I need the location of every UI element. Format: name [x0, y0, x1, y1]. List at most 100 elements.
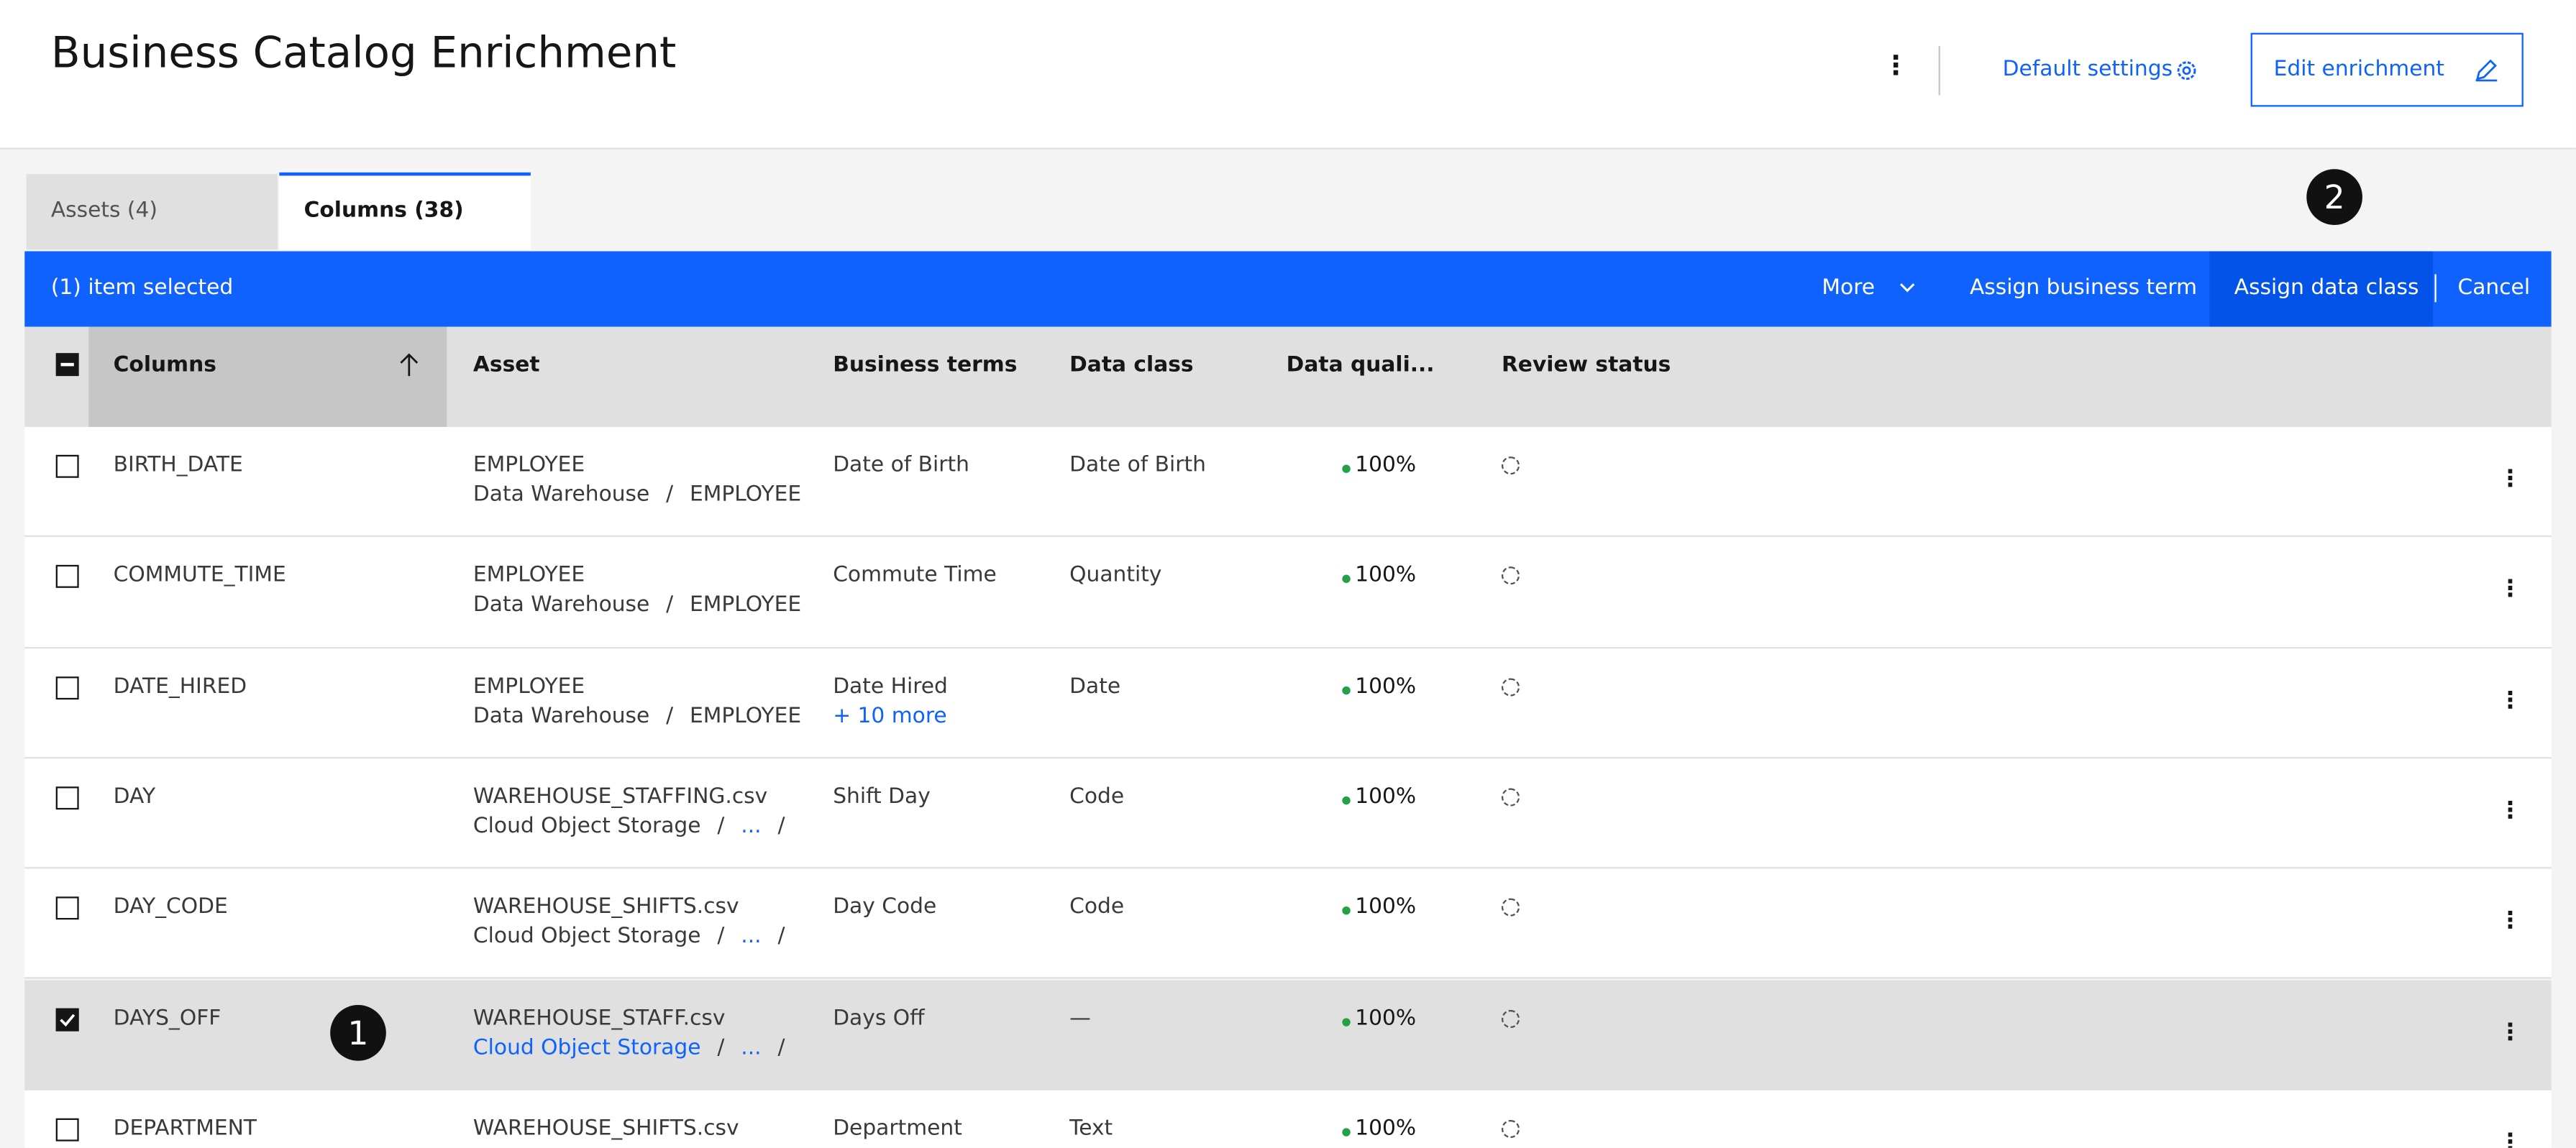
path-segment: Data Warehouse: [472, 704, 650, 729]
overflow-menu[interactable]: ⋮: [1882, 49, 1909, 81]
callout: 2: [2306, 169, 2362, 225]
more-terms-link[interactable]: + 10 more: [833, 704, 947, 729]
toolbar-action[interactable]: Cancel: [2457, 275, 2531, 301]
business-term: Department: [833, 1116, 962, 1142]
business-term: Date of Birth: [833, 453, 969, 478]
row-checkbox[interactable]: [55, 1118, 79, 1142]
selection-count: (1) item selected: [50, 275, 234, 301]
tab-assets[interactable]: [26, 174, 278, 250]
column-name: DATE_HIRED: [113, 674, 247, 699]
review-status-icon: [1501, 456, 1520, 475]
path-segment: Cloud Object Storage: [472, 924, 701, 950]
path-segment: EMPLOYEE: [689, 593, 802, 618]
data-class: —: [1069, 1006, 1091, 1031]
edit-enrichment-button[interactable]: [2250, 32, 2524, 107]
sort-arrow[interactable]: [399, 352, 419, 378]
quality-dot: [1342, 1017, 1351, 1026]
path-segment[interactable]: ...: [741, 1035, 762, 1060]
path-separator: /: [666, 704, 674, 729]
path-segment: EMPLOYEE: [689, 482, 802, 508]
row-checkbox[interactable]: [55, 786, 79, 809]
column-name: BIRTH_DATE: [113, 453, 243, 478]
page-title: Business Catalog Enrichment: [50, 29, 677, 79]
path-separator: /: [717, 814, 725, 840]
business-term: Shift Day: [833, 784, 931, 809]
data-class: Text: [1069, 1116, 1113, 1142]
toolbar-action[interactable]: Assign data class: [2234, 275, 2419, 301]
row-overflow-menu[interactable]: ⋮: [2498, 797, 2522, 825]
row-overflow-menu[interactable]: ⋮: [2498, 908, 2522, 935]
review-status-icon: [1501, 788, 1520, 807]
row-checkbox[interactable]: [55, 896, 79, 920]
path-segment: Data Warehouse: [472, 593, 650, 618]
business-term: Day Code: [833, 895, 937, 920]
row-checkbox[interactable]: [55, 565, 79, 589]
gear-icon: [2177, 61, 2196, 81]
quality-dot: [1342, 796, 1351, 805]
active-action-bg: [2209, 251, 2434, 327]
business-term: Commute Time: [833, 564, 997, 589]
path-segment[interactable]: ...: [741, 924, 762, 950]
divider: [1938, 45, 1940, 96]
quality-dot: [1342, 1127, 1351, 1136]
toolbar-action[interactable]: Assign business term: [1969, 275, 2198, 301]
path-segment: EMPLOYEE: [689, 704, 802, 729]
asset-name: WAREHOUSE_SHIFTS.csv: [472, 1116, 739, 1142]
table-row: [24, 1090, 2552, 1148]
path-separator: /: [777, 924, 785, 950]
asset-name: WAREHOUSE_STAFFING.csv: [472, 784, 768, 809]
sorted-header-bg: [88, 326, 447, 427]
path-separator: /: [777, 814, 785, 840]
tab-label: Assets (4): [50, 198, 157, 224]
row-checkbox[interactable]: [55, 676, 79, 699]
review-status-icon: [1501, 1119, 1520, 1138]
path-segment: Data Warehouse: [472, 482, 650, 508]
row-overflow-menu[interactable]: ⋮: [2498, 687, 2522, 714]
tab-label: Columns (38): [303, 198, 464, 224]
data-quality: 100%: [1355, 1116, 1417, 1142]
callout: 1: [330, 1005, 386, 1061]
toolbar-action[interactable]: More: [1822, 275, 1876, 301]
row-overflow-menu[interactable]: ⋮: [2498, 577, 2522, 604]
select-all-checkbox[interactable]: [55, 353, 79, 377]
data-quality: 100%: [1355, 453, 1417, 478]
column-header[interactable]: Asset: [472, 353, 540, 378]
default-settings-link[interactable]: Default settings: [2002, 57, 2173, 83]
path-separator: /: [717, 924, 725, 950]
column-header[interactable]: Columns: [113, 353, 216, 378]
review-status-icon: [1501, 898, 1520, 917]
data-class: Code: [1069, 784, 1125, 809]
path-segment[interactable]: ...: [741, 814, 762, 840]
column-header[interactable]: Review status: [1501, 353, 1671, 378]
row-checkbox[interactable]: [55, 454, 79, 478]
asset-name: WAREHOUSE_STAFF.csv: [472, 1006, 726, 1031]
tab-columns[interactable]: [279, 172, 531, 250]
chevron: [1900, 283, 1915, 293]
review-status-icon: [1501, 1009, 1520, 1027]
row-checkbox[interactable]: [55, 1007, 79, 1031]
data-quality: 100%: [1355, 895, 1417, 920]
table-row: [24, 648, 2552, 759]
asset-name: WAREHOUSE_SHIFTS.csv: [472, 895, 739, 920]
column-header[interactable]: Data class: [1069, 353, 1194, 378]
path-separator: /: [717, 1035, 725, 1060]
row-overflow-menu[interactable]: ⋮: [2498, 1019, 2522, 1046]
row-overflow-menu[interactable]: ⋮: [2498, 1129, 2522, 1148]
table-row: [24, 426, 2552, 538]
column-header[interactable]: Data quali...: [1286, 353, 1435, 378]
path-segment: Cloud Object Storage: [472, 814, 701, 840]
header: [0, 0, 2576, 150]
business-term: Date Hired: [833, 674, 948, 699]
column-name: DAYS_OFF: [113, 1006, 221, 1031]
column-name: DAY_CODE: [113, 895, 228, 920]
path-segment[interactable]: Cloud Object Storage: [472, 1035, 701, 1060]
column-header[interactable]: Business terms: [833, 353, 1018, 378]
data-quality: 100%: [1355, 784, 1417, 809]
row-overflow-menu[interactable]: ⋮: [2498, 466, 2522, 493]
table-row: [24, 979, 2552, 1090]
review-status-icon: [1501, 677, 1520, 696]
review-status-icon: [1501, 566, 1520, 585]
column-name: DEPARTMENT: [113, 1116, 257, 1142]
table-row: [24, 537, 2552, 648]
